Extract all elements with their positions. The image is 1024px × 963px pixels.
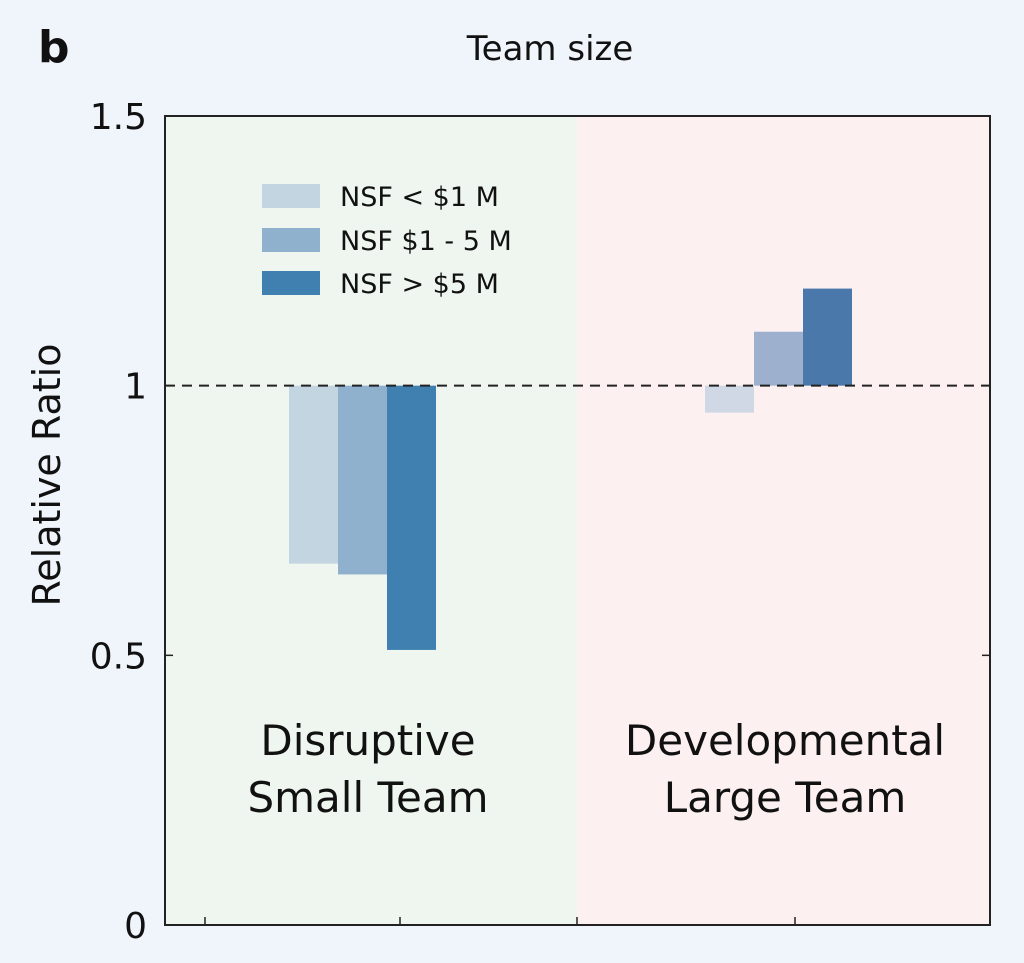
bar-large-team-series-3: [803, 288, 852, 386]
legend-label-1: NSF < $1 M: [340, 182, 499, 213]
bar-small-team-series-1: [289, 385, 338, 564]
bar-small-team-series-2: [338, 385, 387, 575]
group-label-line1: Disruptive: [260, 716, 475, 765]
group-label-line2: Small Team: [247, 773, 488, 822]
plot-area: 0 0.5 1 1.5 Disruptive Small Team Developmenta…: [90, 97, 991, 947]
y-tick-label: 1.5: [90, 97, 147, 138]
legend-swatch-1: [262, 184, 320, 208]
legend-label-3: NSF > $5 M: [340, 269, 499, 300]
legend-swatch-3: [262, 271, 320, 295]
y-axis-label: Relative Ratio: [25, 344, 69, 607]
bar-small-team-series-3: [387, 385, 436, 650]
group-background-2: [577, 116, 990, 925]
legend-label-2: NSF $1 - 5 M: [340, 226, 512, 257]
chart-title: Team size: [466, 29, 634, 69]
y-tick-label: 0: [124, 906, 147, 947]
panel-label: b: [38, 22, 70, 73]
bar-large-team-series-1: [705, 385, 754, 413]
y-tick-label: 0.5: [90, 636, 147, 677]
legend-swatch-2: [262, 228, 320, 252]
bar-large-team-series-2: [754, 331, 803, 386]
group-label-line1: Developmental: [625, 716, 945, 765]
group-label-line2: Large Team: [664, 773, 907, 822]
y-tick-label: 1: [124, 367, 147, 408]
